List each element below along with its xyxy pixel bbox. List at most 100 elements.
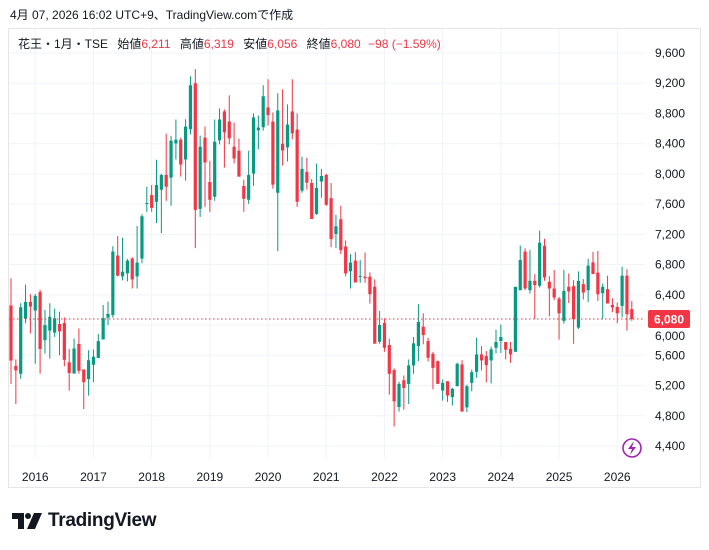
candle-body (402, 380, 406, 388)
candle-body (38, 292, 42, 349)
candle-up (314, 163, 319, 215)
candle-down (596, 251, 600, 301)
candle-body (57, 323, 62, 332)
candle-up (23, 284, 28, 324)
candle-body (120, 271, 125, 277)
lightning-icon[interactable] (622, 438, 642, 458)
y-tick-label: 8,400 (655, 137, 685, 151)
candle-body (596, 272, 600, 295)
candle-down (208, 160, 212, 212)
x-tick-label: 2016 (22, 470, 49, 484)
candle-down (9, 278, 13, 385)
candle-body (43, 325, 47, 341)
candle-body (174, 139, 178, 144)
candle-down (116, 236, 120, 277)
candle-body (169, 140, 173, 178)
candle-down (615, 302, 619, 324)
symbol-label[interactable]: 花王・1月・TSE (18, 37, 109, 51)
candle-body (285, 124, 290, 148)
candle-up (397, 381, 401, 412)
candle-up (19, 303, 23, 379)
candle-down (567, 273, 571, 304)
candle-down (387, 338, 391, 395)
candle-body (387, 345, 391, 374)
candle-up (154, 159, 159, 223)
x-tick-label: 2023 (429, 470, 456, 484)
x-tick-label: 2017 (80, 470, 107, 484)
candle-body (630, 309, 634, 320)
candle-body (62, 323, 66, 360)
candle-body (450, 388, 454, 397)
candle-body (397, 383, 401, 408)
candle-up (450, 387, 454, 406)
candle-body (82, 369, 86, 383)
candle-body (227, 121, 231, 139)
candle-body (193, 83, 197, 210)
candle-down (436, 360, 440, 384)
candle-down (232, 122, 236, 164)
candle-body (499, 337, 503, 342)
candle-down (479, 346, 484, 371)
candle-body (373, 286, 377, 344)
candle-body (324, 174, 328, 205)
candle-down (179, 137, 183, 177)
candle-down (402, 375, 406, 410)
candle-up (378, 310, 382, 344)
candle-body (479, 354, 484, 361)
candle-up (106, 301, 110, 326)
candle-body (378, 325, 382, 342)
candle-body (441, 382, 445, 391)
candle-down (392, 368, 396, 427)
close-value: 6,080 (330, 37, 361, 51)
candle-down (533, 274, 537, 319)
candle-up (562, 269, 566, 324)
candle-body (581, 284, 585, 293)
candle-body (610, 304, 614, 308)
candle-body (339, 219, 343, 251)
candle-body (111, 251, 115, 316)
candle-down (426, 337, 430, 362)
x-tick-label: 2026 (604, 470, 631, 484)
chart-panel (8, 28, 701, 488)
candle-down (547, 276, 551, 317)
candle-down (460, 360, 464, 412)
candle-body (368, 276, 372, 295)
y-tick-label: 6,400 (655, 288, 685, 302)
candle-down (344, 240, 348, 277)
candle-down (164, 133, 168, 201)
candle-body (290, 111, 294, 134)
candle-body (445, 381, 450, 396)
last-price-label: 6,080 (654, 313, 684, 327)
tradingview-logo[interactable]: TradingView (12, 510, 157, 532)
candle-down (552, 270, 556, 301)
candle-body (392, 370, 396, 402)
candle-body (363, 276, 367, 279)
candle-body (494, 342, 498, 348)
candle-body (159, 174, 163, 190)
candles (9, 69, 634, 427)
candle-body (91, 356, 96, 365)
candle-up (334, 214, 338, 249)
candle-up (513, 286, 517, 352)
axes: 9,600 9,200 8,800 8,400 8,000 7,600 7,200 6,800… (9, 46, 690, 484)
candle-down (28, 294, 32, 334)
candle-up (48, 303, 52, 359)
candle-up (528, 250, 532, 294)
candle-body (411, 343, 416, 366)
chart-title: 4月 07, 2026 16:02 UTC+9、TradingView.comで… (10, 8, 294, 22)
candle-down (77, 328, 81, 374)
candle-up (319, 168, 323, 198)
candle-down (382, 318, 387, 352)
candle-body (101, 318, 105, 340)
candle-body (431, 353, 435, 368)
candle-down (281, 89, 285, 166)
candle-body (436, 361, 440, 384)
candle-up (198, 135, 202, 217)
candle-down (82, 369, 86, 410)
last-price-badge (648, 310, 690, 329)
candle-up (261, 85, 265, 131)
candle-down (295, 113, 299, 207)
candle-down (305, 157, 309, 190)
open-value: 6,211 (141, 37, 171, 51)
